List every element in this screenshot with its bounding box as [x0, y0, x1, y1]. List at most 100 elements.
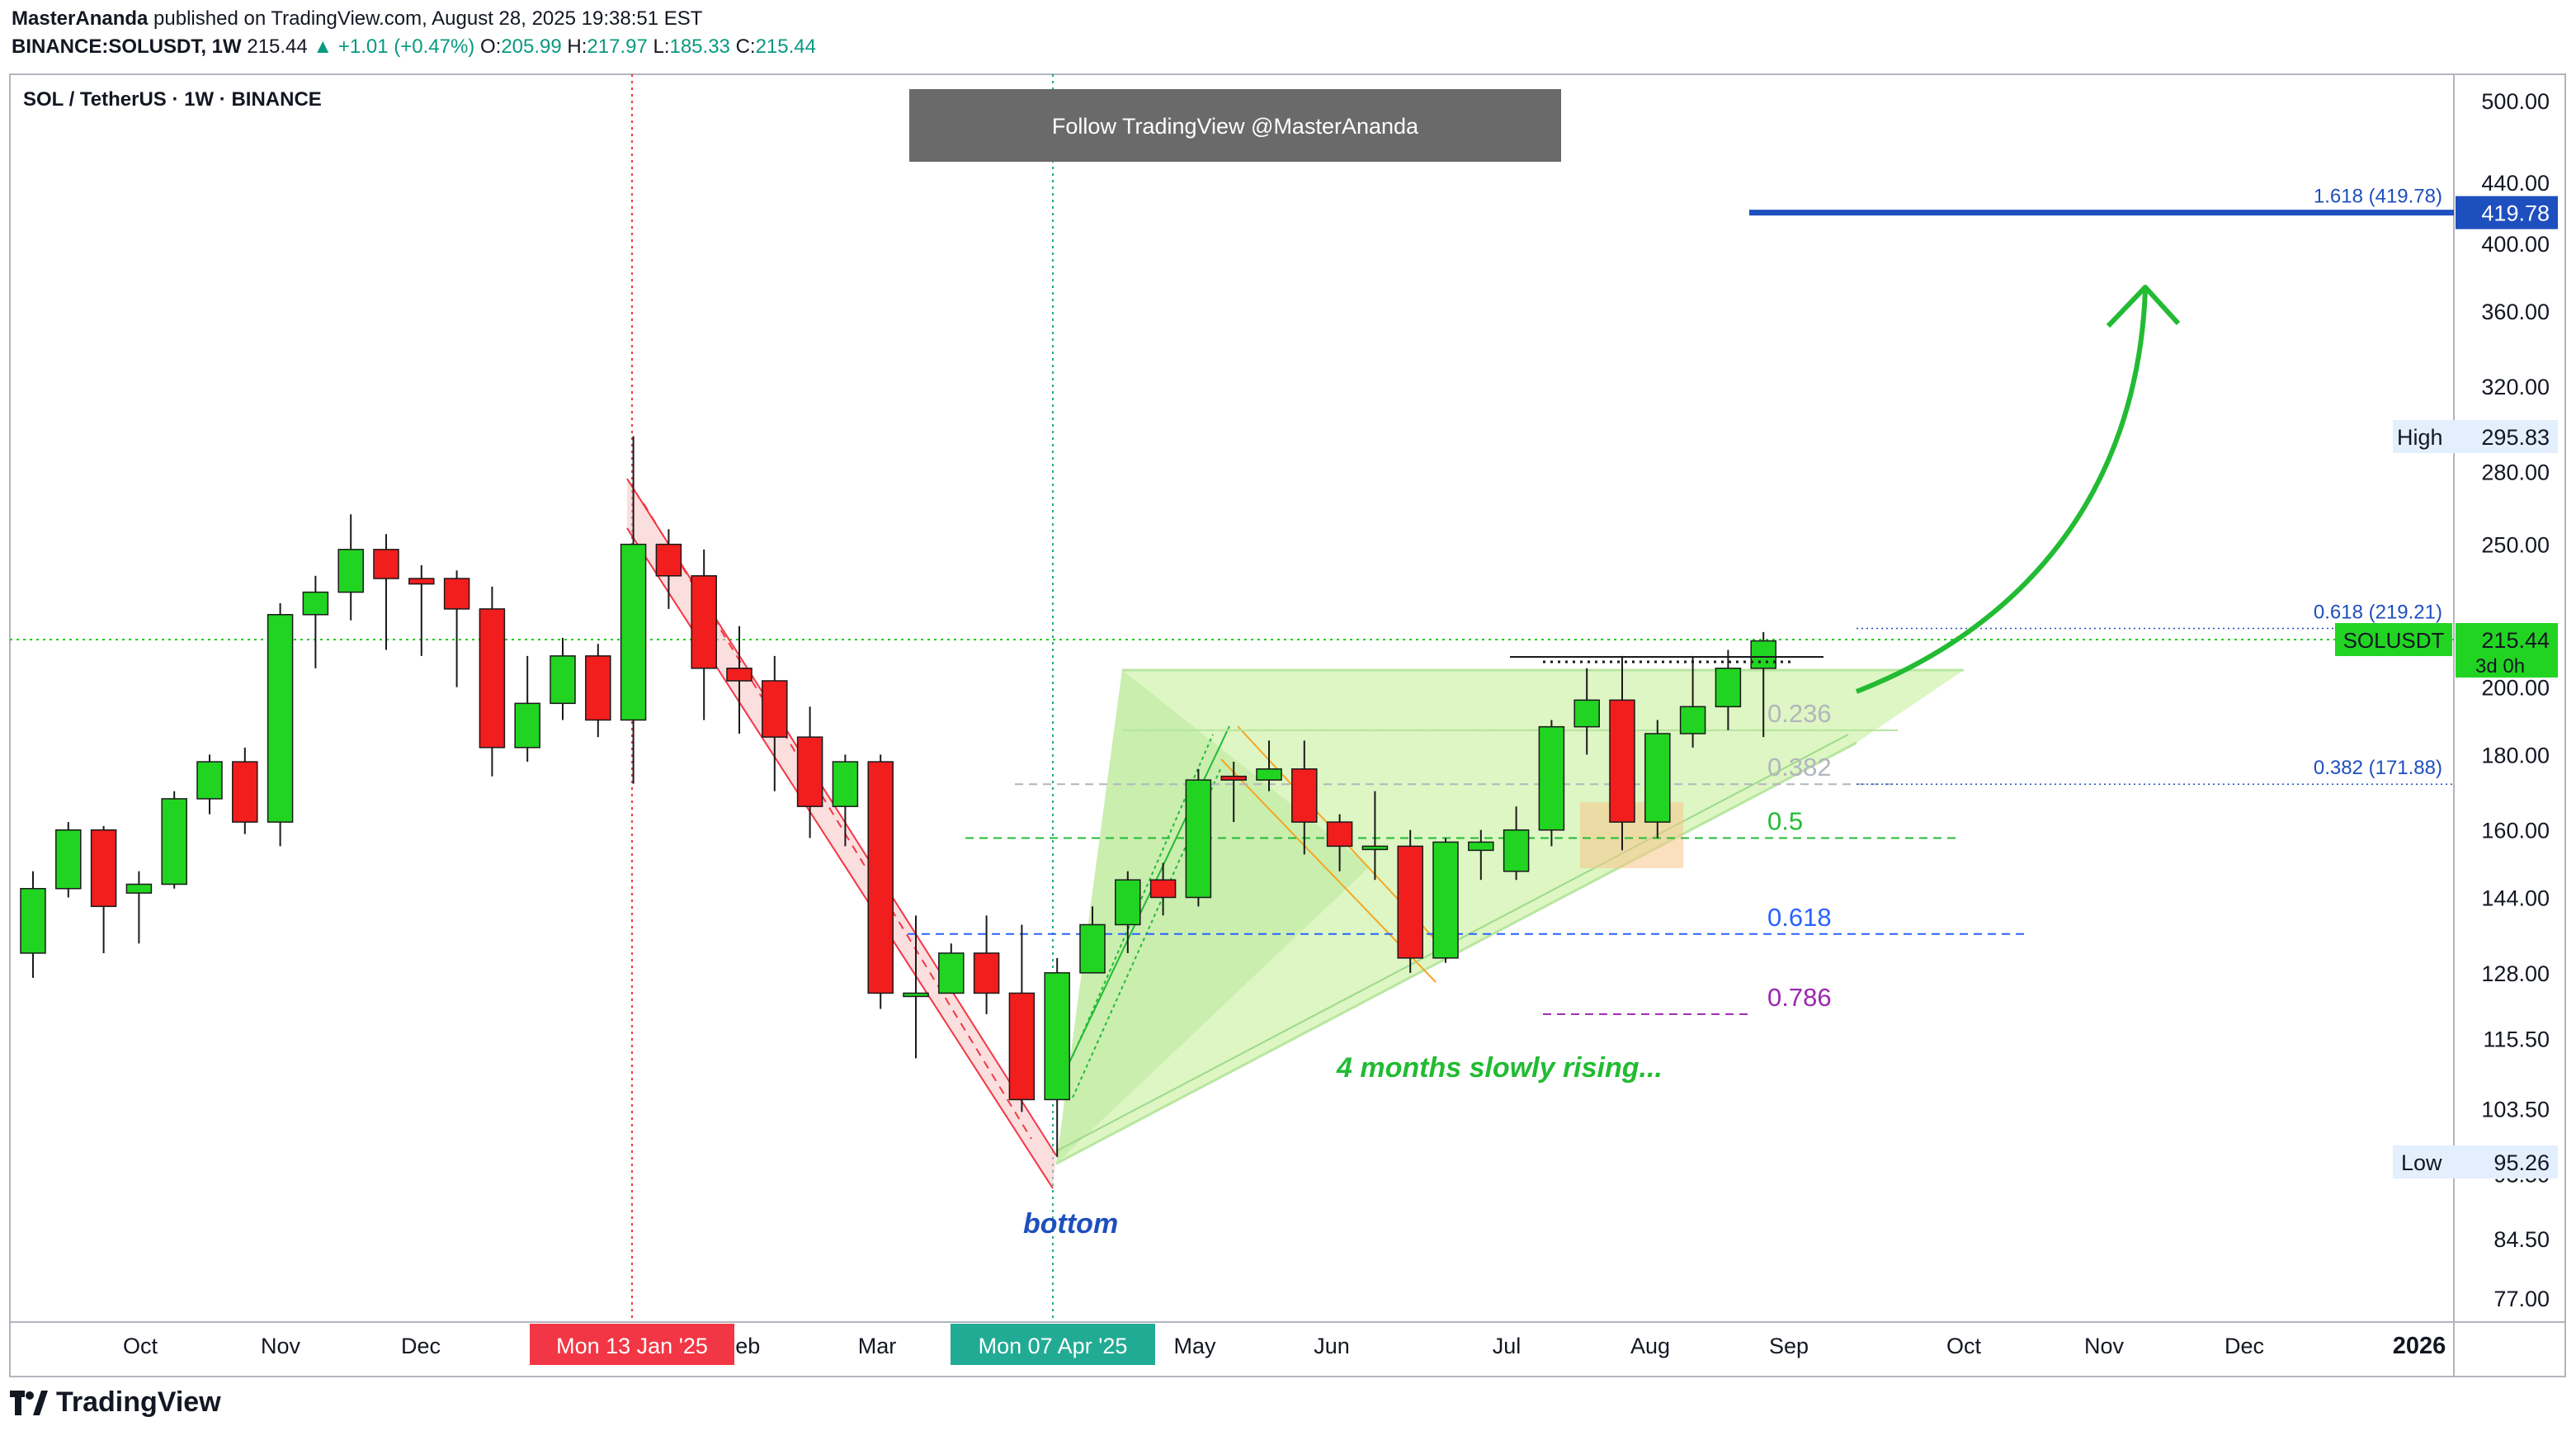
chart-header: MasterAnanda published on TradingView.co…: [12, 5, 816, 61]
open-value: 205.99: [501, 35, 562, 58]
rising-annotation: 4 months slowly rising...: [1336, 1052, 1663, 1084]
high-label: H:: [567, 35, 587, 58]
candle-body: [408, 578, 435, 585]
candle: [1185, 768, 1212, 907]
fib-label-0.618: 0.618: [1767, 903, 1832, 932]
time-tick: Oct: [1946, 1334, 1982, 1358]
price-tick: 180.00: [2481, 743, 2550, 767]
low-label: L:: [653, 35, 670, 58]
time-tick: Sep: [1769, 1334, 1809, 1358]
candle-body: [125, 883, 153, 894]
time-tick: Jun: [1314, 1334, 1350, 1358]
high-value: 295.83: [2481, 425, 2550, 450]
low-value: 95.26: [2493, 1150, 2550, 1175]
candle: [973, 915, 1000, 1014]
candle-body: [938, 952, 965, 994]
candle: [1256, 740, 1282, 791]
candle: [1715, 649, 1742, 730]
candle-body: [1361, 845, 1389, 851]
candle: [1115, 871, 1141, 953]
candle-body: [726, 668, 753, 682]
candle: [443, 570, 470, 687]
candle-body: [655, 543, 682, 577]
candle: [90, 825, 117, 953]
fib-ext-label-0: 1.618 (419.78): [2314, 186, 2442, 208]
tradingview-logo-icon: [10, 1390, 48, 1415]
green-target-arrow: [1855, 290, 2148, 694]
time-tick: Jul: [1493, 1334, 1522, 1358]
candle: [1044, 957, 1070, 1157]
symbol-badge-bg: [2335, 623, 2452, 656]
publish-info: published on TradingView.com, August 28,…: [153, 7, 703, 30]
candle-body: [267, 614, 294, 823]
candle-body: [443, 578, 470, 610]
candle: [1432, 838, 1459, 963]
candle-body: [620, 543, 647, 721]
candle-body: [550, 655, 576, 705]
candle: [161, 791, 187, 889]
time-tick: Dec: [401, 1334, 441, 1358]
candle: [1468, 829, 1494, 881]
price-tick: 144.00: [2481, 886, 2550, 910]
green-arrow-head: [2106, 285, 2181, 328]
price-tick: 440.00: [2481, 171, 2550, 196]
candle-body: [1185, 779, 1212, 899]
candle-body: [373, 549, 399, 579]
candle: [373, 534, 399, 650]
price-tick: 280.00: [2481, 460, 2550, 485]
candle-body: [1044, 972, 1070, 1101]
target-badge-bg: [2456, 196, 2558, 229]
candle-body: [1715, 668, 1742, 708]
time-tick-year: 2026: [2393, 1333, 2446, 1359]
time-tick: Aug: [1630, 1334, 1670, 1358]
follow-banner-text: Follow TradingView @MasterAnanda: [1052, 114, 1419, 139]
apr-marker-badge-bg: [951, 1324, 1155, 1365]
high-badge-bg: [2393, 420, 2558, 454]
candle-body: [1644, 733, 1671, 823]
high-value: 217.97: [587, 35, 648, 58]
candle-body: [1750, 640, 1776, 669]
candle-body: [337, 549, 364, 593]
candle: [1538, 720, 1565, 847]
price-tick: 77.00: [2493, 1287, 2550, 1311]
follow-banner[interactable]: Follow TradingView @MasterAnanda: [909, 89, 1561, 162]
candle: [762, 655, 788, 791]
target-badge: 419.78: [2481, 201, 2550, 226]
candle: [1679, 655, 1706, 748]
candle-body: [20, 888, 46, 954]
candle: [514, 655, 540, 763]
green-up-dotted: [1072, 767, 1222, 1098]
candle: [337, 514, 364, 621]
high-label: High: [2397, 425, 2443, 450]
apr-marker-badge: Mon 07 Apr '25: [979, 1334, 1128, 1358]
candle: [550, 637, 576, 720]
author-name[interactable]: MasterAnanda: [12, 7, 149, 30]
jan-marker-badge-bg: [530, 1324, 734, 1365]
candles: [20, 436, 1776, 1157]
candle: [620, 436, 647, 784]
candle-body: [1573, 699, 1600, 728]
chart-frame: [9, 73, 2566, 1377]
candle-body: [479, 608, 506, 749]
price-tick: 360.00: [2481, 300, 2550, 324]
price-tick: 160.00: [2481, 819, 2550, 843]
candle-body: [973, 952, 1000, 994]
time-tick: Dec: [2225, 1334, 2264, 1358]
price-tick: 250.00: [2481, 533, 2550, 558]
candle: [796, 706, 823, 838]
candle-body: [161, 798, 187, 886]
candle: [20, 871, 46, 978]
candle: [196, 754, 223, 815]
candle: [1573, 668, 1600, 755]
price-tick: 500.00: [2481, 89, 2550, 114]
price-tick: 103.50: [2481, 1098, 2550, 1122]
fib-label-0.5: 0.5: [1767, 807, 1803, 836]
tradingview-logo[interactable]: TradingView: [10, 1386, 221, 1419]
candle-body: [1008, 992, 1036, 1101]
candle-body: [1079, 923, 1106, 974]
candle-body: [867, 761, 894, 994]
candle-body: [1503, 829, 1530, 872]
candle-body: [1115, 879, 1141, 926]
close-label: C:: [735, 35, 756, 58]
